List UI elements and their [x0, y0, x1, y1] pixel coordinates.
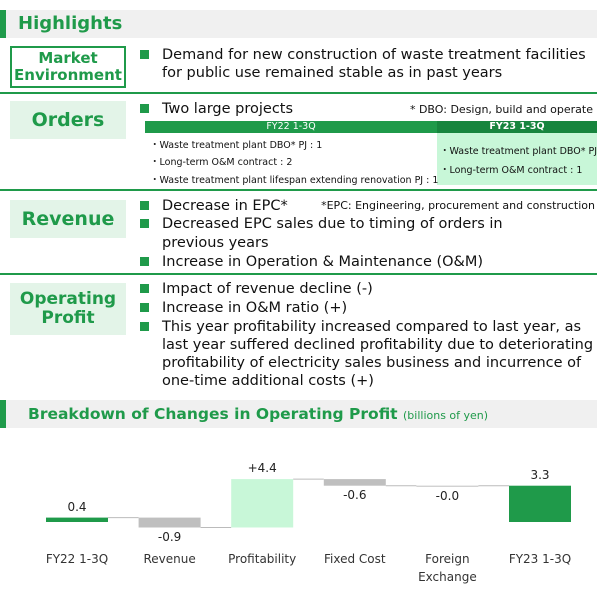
x-tick-label: Revenue — [143, 552, 196, 566]
value-label: +4.4 — [247, 461, 277, 476]
section-label: Orders — [10, 101, 126, 139]
divider — [0, 273, 597, 275]
divider — [0, 92, 597, 94]
divider — [0, 189, 597, 191]
table-header-fy23 — [437, 121, 597, 133]
table-item: ・Waste treatment plant DBO* PJ : 1 — [440, 143, 597, 157]
x-tick-label: FY23 1-3Q — [508, 552, 572, 566]
section-label: Revenue — [10, 200, 126, 238]
value-label: 3.3 — [530, 467, 550, 482]
bar — [138, 517, 201, 528]
x-tick-label: Fixed Cost — [324, 552, 386, 566]
x-tick-label: Profitability — [228, 552, 297, 566]
x-tick-label: Foreign Exchange — [418, 552, 477, 584]
text: Waste treatment plant DBO* PJ : 1 — [159, 140, 323, 151]
bullet: Demand for new construction of waste tre… — [140, 46, 592, 82]
x-tick-label: FY22 1-3Q — [45, 552, 109, 566]
bullet: Two large projects — [139, 101, 294, 117]
chart-header: Breakdown of Changes in Operating Profit… — [0, 400, 597, 428]
text: Long-term O&M contract : 1 — [449, 165, 583, 176]
table-header-label: FY23 1-3Q — [489, 121, 545, 132]
text: Waste treatment plant lifespan extending… — [159, 175, 439, 186]
table-item: ・Waste treatment plant lifespan extendin… — [150, 175, 439, 186]
value-label: -0.9 — [157, 529, 182, 544]
bar — [323, 479, 386, 486]
table-item: ・Long-term O&M contract : 2 — [150, 157, 293, 168]
value-label: -0.0 — [435, 488, 460, 503]
bullet: Impact of revenue decline (-) — [140, 281, 373, 297]
bullet: This year profitability increased compar… — [140, 319, 594, 389]
highlights-header: Highlights — [0, 10, 597, 38]
section-label: Market Environment — [10, 46, 126, 88]
bar — [231, 479, 294, 528]
continuation: Decreased EPC sales due to timing of ord… — [140, 215, 522, 253]
bar — [416, 485, 479, 487]
text: Long-term O&M contract : 2 — [159, 157, 293, 168]
table-item: ・Waste treatment plant DBO* PJ : 1 — [150, 140, 323, 151]
text: Waste treatment plant DBO* PJ : 1 — [449, 146, 597, 157]
bullet: Increase in Operation & Maintenance (O&M… — [139, 254, 484, 270]
text: Decreased EPC sales due to timing of ord… — [162, 216, 503, 251]
section-label: Operating Profit — [10, 283, 126, 335]
chart-title: Breakdown of Changes in Operating Profit — [28, 405, 398, 423]
chart-svg — [46, 478, 571, 528]
note: *EPC: Engineering, procurement and const… — [321, 199, 595, 212]
value-label: -0.6 — [343, 487, 367, 502]
bullet: Decrease in EPC* — [140, 198, 288, 214]
value-label: 0.4 — [67, 499, 87, 514]
fy23-box — [437, 133, 597, 185]
bullet: Increase in O&M ratio (+) — [139, 300, 348, 316]
note: * DBO: Design, build and operate — [409, 103, 593, 116]
table-header-label: FY22 1-3Q — [266, 121, 316, 132]
bar — [46, 517, 108, 522]
table-item: ・Long-term O&M contract : 1 — [440, 165, 583, 176]
bar — [509, 485, 571, 522]
chart-subtitle: (billions of yen) — [403, 409, 489, 422]
chart: 0.4 FY22 1-3Q -0.9 Revenue +4.4 Profitability… — [0, 430, 597, 590]
